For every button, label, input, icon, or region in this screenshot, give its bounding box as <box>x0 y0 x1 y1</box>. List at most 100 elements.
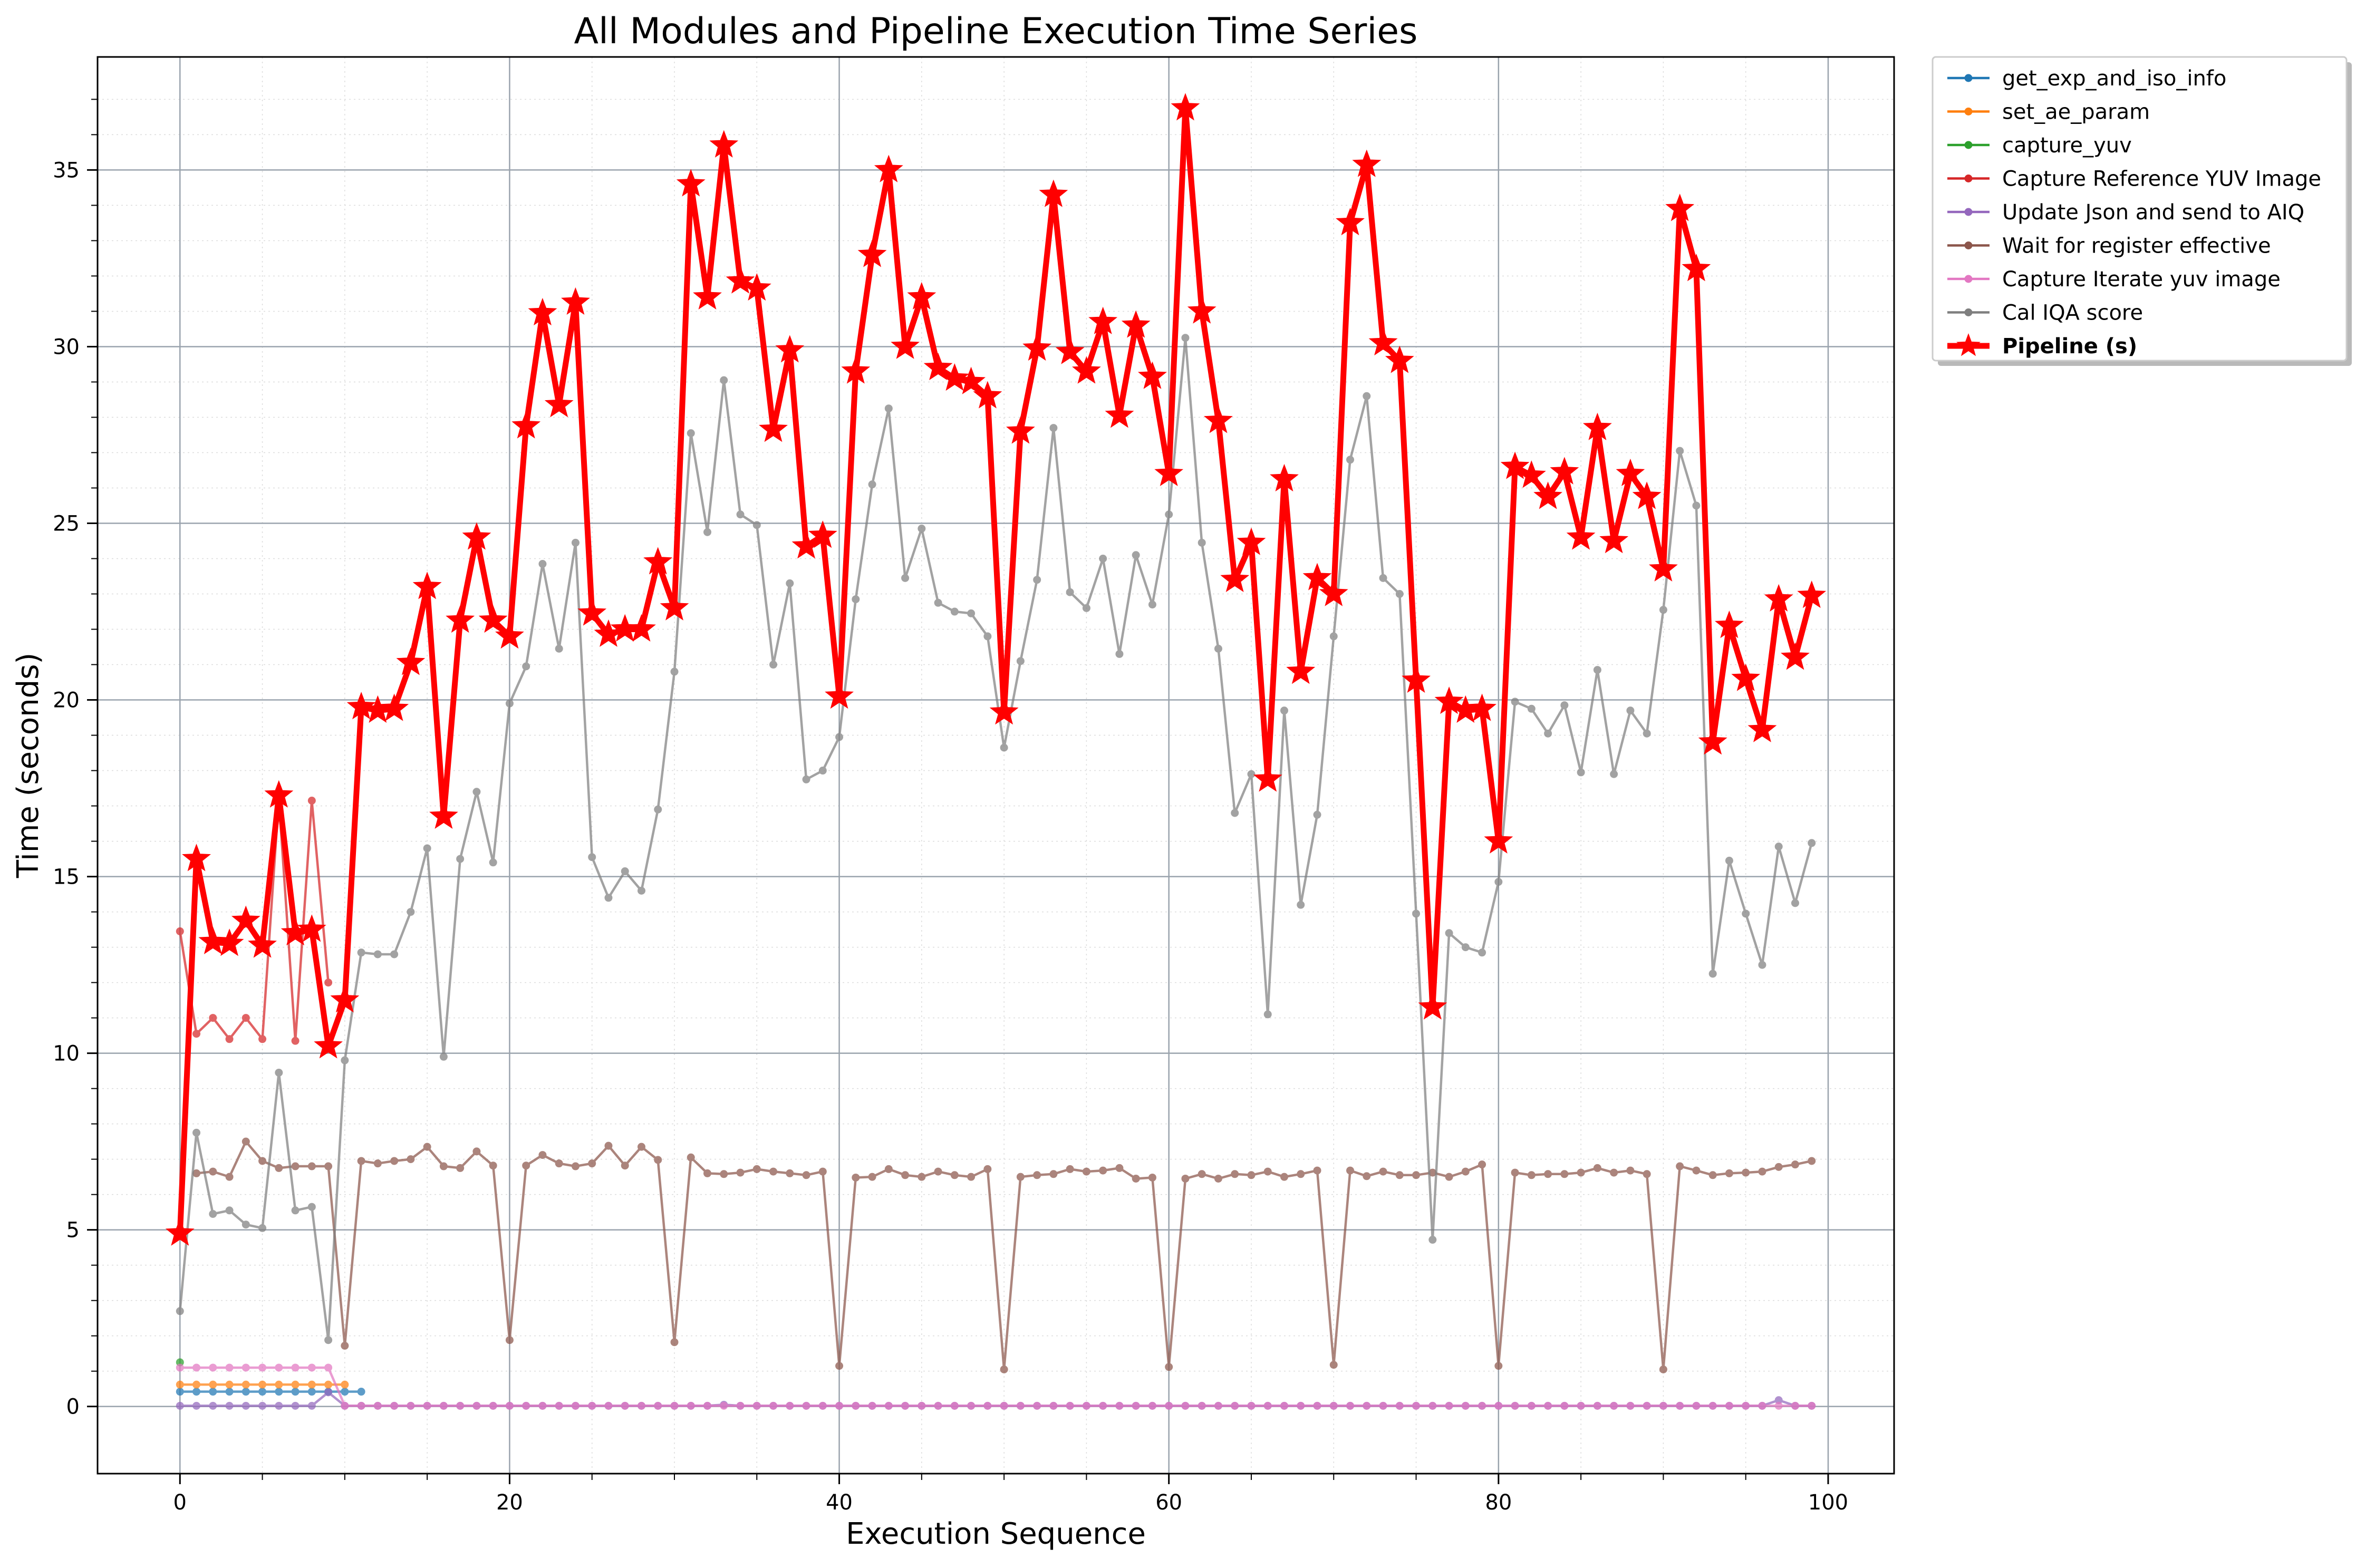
data-point <box>752 1401 761 1410</box>
data-point <box>1066 1401 1074 1410</box>
data-point <box>198 926 228 954</box>
grid <box>98 57 1894 1474</box>
data-point <box>1165 510 1173 519</box>
data-point <box>561 287 590 315</box>
x-tick-label: 40 <box>826 1490 853 1515</box>
data-point <box>242 1137 250 1146</box>
data-point <box>275 1164 283 1172</box>
data-point <box>412 572 442 599</box>
data-point <box>670 1338 679 1347</box>
data-point <box>1593 1164 1601 1172</box>
data-point <box>423 844 431 853</box>
data-point <box>1774 1163 1783 1171</box>
data-point <box>967 1401 976 1410</box>
data-point <box>1626 1401 1635 1410</box>
data-point <box>1280 706 1288 715</box>
chart-title: All Modules and Pipeline Execution Time … <box>574 11 1418 52</box>
data-point <box>1412 1401 1421 1410</box>
data-point <box>1313 810 1321 819</box>
data-point <box>1039 179 1068 207</box>
data-point <box>341 1401 349 1410</box>
data-point <box>248 930 277 958</box>
data-point <box>1154 458 1184 486</box>
data-point <box>1747 714 1777 742</box>
data-point <box>390 950 399 959</box>
data-point <box>1445 1401 1453 1410</box>
data-point <box>604 1141 613 1150</box>
data-point <box>1286 656 1316 684</box>
data-point <box>446 605 475 633</box>
data-point <box>884 404 893 413</box>
data-point <box>1204 405 1233 433</box>
data-point <box>1791 1160 1799 1169</box>
data-point <box>825 681 854 709</box>
data-point <box>918 525 926 533</box>
data-point <box>604 1401 613 1410</box>
data-point <box>571 1162 580 1170</box>
data-point <box>1088 306 1118 334</box>
legend: get_exp_and_iso_info set_ae_param capture_… <box>1932 56 2352 366</box>
data-point <box>1214 644 1222 653</box>
legend-label: get_exp_and_iso_info <box>2002 66 2226 91</box>
data-point <box>891 331 920 359</box>
data-point <box>1033 576 1041 584</box>
data-point <box>472 788 481 796</box>
data-point <box>1511 1401 1519 1410</box>
data-point <box>192 1380 201 1389</box>
data-point <box>1731 663 1761 691</box>
data-point <box>176 927 184 935</box>
series-set-ae-param <box>176 1380 349 1389</box>
data-point <box>786 1401 794 1410</box>
data-point <box>1148 1173 1156 1182</box>
data-point <box>456 1401 465 1410</box>
data-point <box>1181 334 1190 342</box>
data-point <box>456 1164 465 1172</box>
y-axis-label: Time (seconds) <box>11 653 45 878</box>
data-point <box>918 1401 926 1410</box>
data-point <box>1434 686 1464 714</box>
data-point <box>687 1401 695 1410</box>
data-point <box>215 928 244 956</box>
data-point <box>736 1168 745 1177</box>
data-point <box>192 1401 201 1410</box>
data-point <box>637 1401 645 1410</box>
x-tick-label: 100 <box>1808 1490 1848 1515</box>
axes: 0 20 40 60 80 100 0 5 10 15 20 25 30 35 <box>53 99 1848 1515</box>
data-point <box>1626 1166 1635 1175</box>
data-point <box>341 1341 349 1350</box>
legend-swatch-marker <box>1964 108 1973 115</box>
data-point <box>478 605 508 633</box>
data-point <box>687 429 695 438</box>
data-point <box>1708 970 1717 978</box>
series-cal-iqa-score <box>176 334 1816 1344</box>
data-point <box>1049 1401 1058 1410</box>
data-point <box>192 1169 201 1177</box>
data-point <box>1461 1401 1470 1410</box>
data-point <box>275 1388 283 1396</box>
data-point <box>1187 296 1216 324</box>
data-point <box>429 801 458 829</box>
data-point <box>209 1014 217 1022</box>
data-point <box>307 797 316 805</box>
data-point <box>209 1167 217 1176</box>
data-point <box>258 1401 267 1410</box>
data-point <box>1049 424 1058 432</box>
data-point <box>407 1401 415 1410</box>
data-point <box>1797 580 1827 608</box>
x-axis-label: Execution Sequence <box>846 1517 1146 1551</box>
data-point <box>472 1401 481 1410</box>
data-point <box>1610 770 1618 778</box>
data-point <box>1715 610 1744 638</box>
data-point <box>225 1173 234 1181</box>
data-point <box>357 1157 365 1165</box>
legend-label: Capture Reference YUV Image <box>2002 167 2321 191</box>
legend-label: Wait for register effective <box>2002 234 2271 258</box>
data-point <box>258 1363 267 1372</box>
data-point <box>983 632 992 641</box>
data-point <box>1297 1401 1305 1410</box>
data-point <box>1313 1401 1321 1410</box>
data-point <box>324 1162 333 1170</box>
data-point <box>1461 1167 1470 1176</box>
data-point <box>1626 706 1635 715</box>
